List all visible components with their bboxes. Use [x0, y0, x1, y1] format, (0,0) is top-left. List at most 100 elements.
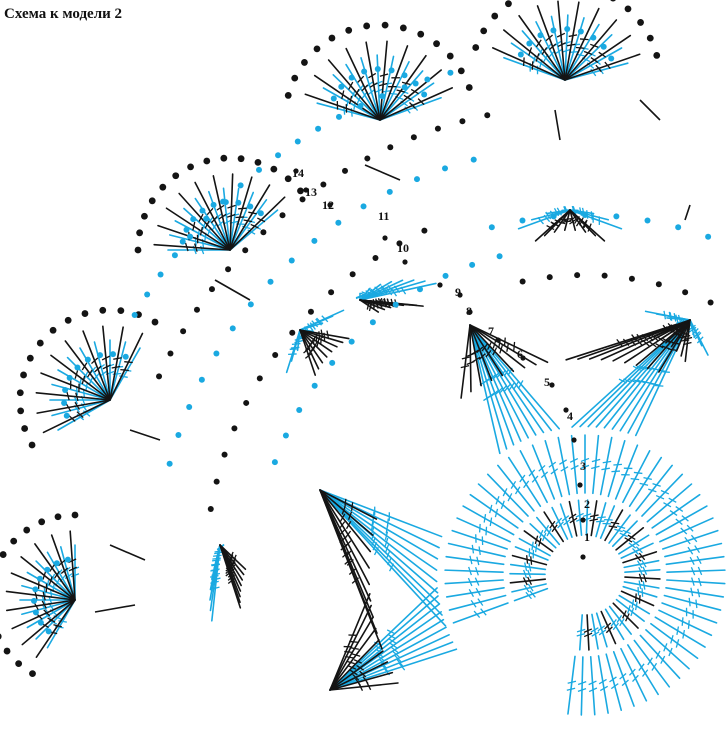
- stitch-symbol: [469, 324, 493, 382]
- chain-dot: [220, 198, 227, 205]
- stitch-symbol: [469, 493, 519, 529]
- chain-dot: [646, 34, 654, 42]
- round-label-14: 14: [292, 166, 304, 180]
- stitch-symbol: [659, 517, 714, 543]
- stitch-symbol: [448, 594, 507, 611]
- chain-dot: [99, 306, 107, 314]
- chain-dot: [10, 537, 18, 545]
- stitch-symbol: [655, 505, 708, 536]
- stitch-symbol: [620, 590, 655, 607]
- stitch-symbol: [564, 7, 600, 81]
- stitch-symbol: [665, 587, 725, 598]
- divider-line: [214, 279, 251, 301]
- chain-dot: [320, 181, 327, 188]
- divider-line: [94, 604, 136, 613]
- chain-dot: [546, 274, 553, 281]
- stitch-symbol: [614, 444, 639, 500]
- stitch-symbol: [319, 489, 372, 553]
- stitch-symbol: [50, 354, 111, 401]
- chain-dot: [682, 289, 689, 296]
- stitch-symbol: [327, 59, 381, 121]
- stitch-symbol: [604, 509, 624, 542]
- stitch-symbol: [564, 1, 580, 81]
- chain-dot: [329, 359, 336, 366]
- chain-dot: [360, 203, 367, 210]
- chain-dot: [210, 201, 217, 208]
- stitch-symbol: [514, 546, 549, 561]
- stitch-symbol: [543, 511, 565, 543]
- round-label-4: 4: [567, 409, 573, 423]
- stitch-symbol: [42, 399, 111, 434]
- stitch-symbol: [628, 456, 663, 508]
- chain-dot: [459, 118, 466, 125]
- stitch-symbol: [153, 242, 231, 252]
- stitch-symbol: [564, 19, 618, 81]
- chain-dot: [608, 55, 615, 62]
- chain-dot: [470, 156, 477, 163]
- chain-dot: [421, 91, 428, 98]
- stitch-symbol: [568, 500, 578, 537]
- chain-dot: [289, 329, 296, 336]
- stitch-symbol: [564, 34, 632, 81]
- chain-dot: [71, 511, 79, 519]
- chain-dot: [36, 575, 43, 582]
- chain-dot: [433, 40, 440, 48]
- chain-dot: [32, 586, 39, 593]
- chain-dot: [221, 451, 228, 458]
- chain-dot: [577, 28, 584, 35]
- chain-dot: [655, 281, 662, 288]
- chain-dot: [29, 670, 36, 678]
- chain-dot: [144, 291, 151, 298]
- chain-dot: [381, 21, 389, 29]
- stitch-symbol: [651, 493, 701, 529]
- stitch-symbol: [588, 656, 598, 716]
- chain-dot: [311, 237, 318, 244]
- chain-dot: [237, 155, 245, 163]
- stitch-symbol: [229, 184, 271, 251]
- stitch-symbol: [10, 572, 76, 601]
- chain-dot: [187, 163, 194, 171]
- stitch-symbol: [633, 639, 671, 688]
- stitch-symbol: [535, 516, 561, 546]
- chain-dot: [388, 67, 395, 74]
- chain-dot: [379, 93, 386, 100]
- stitch-symbol: [329, 650, 384, 691]
- stitch-symbol: [445, 587, 505, 598]
- stitch-symbol: [35, 391, 111, 402]
- chain-dot: [229, 325, 236, 332]
- stitch-symbol: [622, 450, 651, 504]
- chain-dot: [707, 299, 714, 306]
- chain-dot: [66, 374, 73, 381]
- stitch-symbol: [612, 602, 639, 629]
- stitch-symbol: [64, 340, 111, 401]
- stitch-symbol: [319, 489, 374, 536]
- chain-dot: [148, 197, 156, 205]
- chain-dot: [328, 289, 335, 296]
- stitch-symbol: [551, 506, 569, 540]
- stitch-symbol: [511, 554, 548, 566]
- stitch-symbol: [444, 566, 504, 576]
- stitch-symbol: [456, 517, 511, 543]
- stitch-symbol: [50, 534, 76, 601]
- chain-dot: [159, 183, 167, 191]
- stitch-symbol: [319, 489, 443, 616]
- chain-dot: [491, 12, 499, 20]
- chain-dot: [38, 518, 46, 526]
- chain-dot: [62, 387, 69, 394]
- divider-line: [129, 429, 161, 441]
- round-label-10: 10: [397, 241, 409, 255]
- stitch-symbol: [34, 543, 76, 601]
- stitch-symbol: [319, 489, 371, 586]
- stitch-symbol: [635, 464, 673, 512]
- chain-dot: [675, 224, 682, 231]
- chain-dot: [151, 318, 159, 326]
- chain-dot: [255, 166, 262, 173]
- stitch-symbol: [229, 196, 286, 251]
- chain-dot: [275, 152, 282, 159]
- chain-dot: [457, 292, 463, 298]
- chain-dot: [256, 375, 263, 382]
- stitch-symbol: [194, 181, 231, 251]
- stitch-symbol: [664, 542, 723, 558]
- chain-dot: [179, 238, 186, 245]
- stitch-symbol: [497, 464, 535, 512]
